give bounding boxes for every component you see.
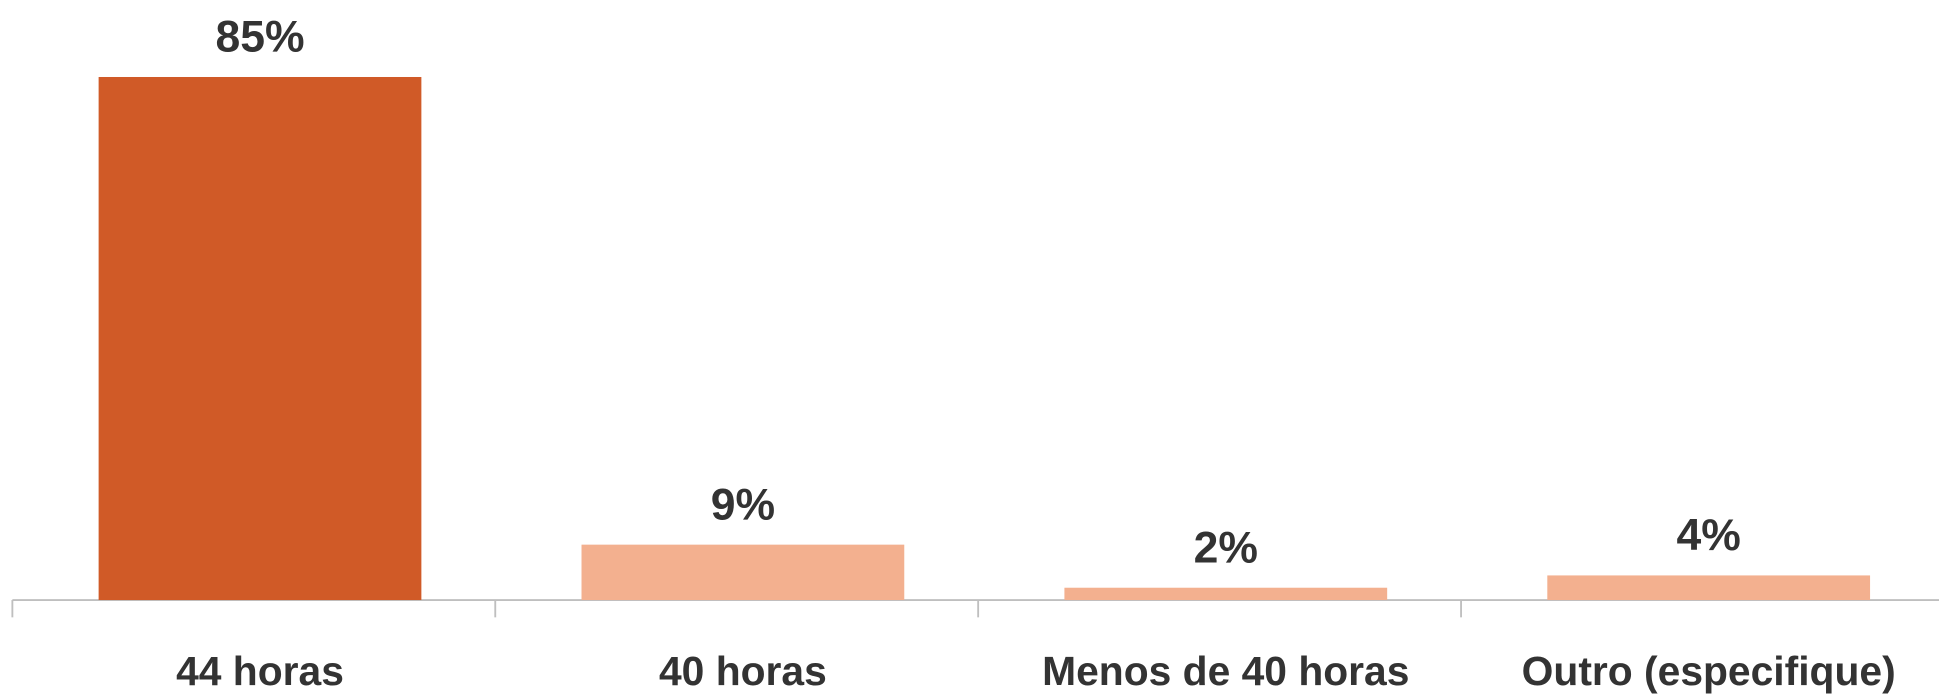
value-label: 4% [1677,511,1741,560]
category-label: 44 horas [176,648,344,694]
value-label: 9% [711,480,775,529]
category-label: Outro (especifique) [1522,648,1896,694]
bar [1547,575,1871,601]
value-label: 2% [1194,523,1258,572]
bar [98,76,422,601]
category-label: Menos de 40 horas [1042,648,1409,694]
bar [581,544,905,601]
category-label: 40 horas [659,648,827,694]
bar [1064,587,1388,601]
value-label: 85% [215,13,304,62]
